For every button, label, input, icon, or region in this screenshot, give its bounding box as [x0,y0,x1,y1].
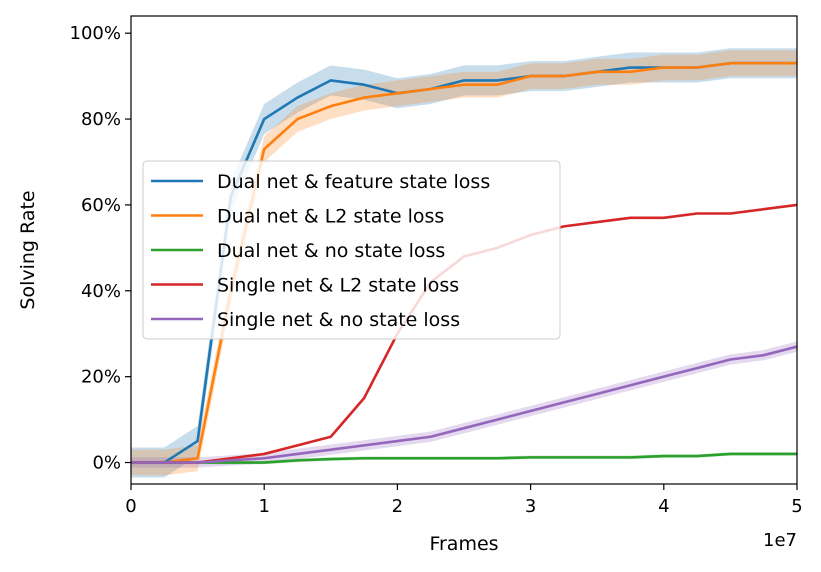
y-tick-label: 0% [92,453,121,474]
legend-box [142,160,561,340]
y-axis: 0% 20% 40% 60% 80% 100% [70,23,131,474]
line-single-net-and-no-state-loss [131,345,797,464]
x-tick-label: 3 [525,496,536,517]
legend-label-dual-net-and-no-state-loss: Dual net & no state loss [217,240,445,262]
legend: Dual net & feature state loss Dual net & … [142,160,561,340]
x-tick-label: 1 [258,496,269,517]
line-dual-net-and-no-state-loss [131,452,797,464]
x-axis: 0 1 2 3 4 5 [125,484,803,517]
y-tick-label: 40% [81,281,121,302]
y-tick-label: 80% [81,109,121,130]
legend-label-dual-net-and-feature-state-loss: Dual net & feature state loss [217,171,490,193]
y-axis-label: Solving Rate [17,190,39,309]
y-tick-label: 100% [70,23,121,44]
legend-label-single-net-and-no-state-loss: Single net & no state loss [217,309,460,331]
x-tick-label: 5 [791,496,802,517]
x-axis-label: Frames [429,533,498,555]
x-tick-label: 4 [658,496,669,517]
y-tick-label: 20% [81,367,121,388]
x-tick-label: 2 [392,496,403,517]
legend-label-dual-net-and-l2-state-loss: Dual net & L2 state loss [217,206,444,228]
plot-frame [130,15,798,485]
x-tick-label: 0 [125,496,136,517]
band-single-net-and-no-state-loss [131,341,797,468]
x-axis-multiplier: 1e7 [763,530,797,551]
y-tick-label: 60% [81,195,121,216]
legend-label-single-net-and-l2-state-loss: Single net & L2 state loss [217,275,459,297]
